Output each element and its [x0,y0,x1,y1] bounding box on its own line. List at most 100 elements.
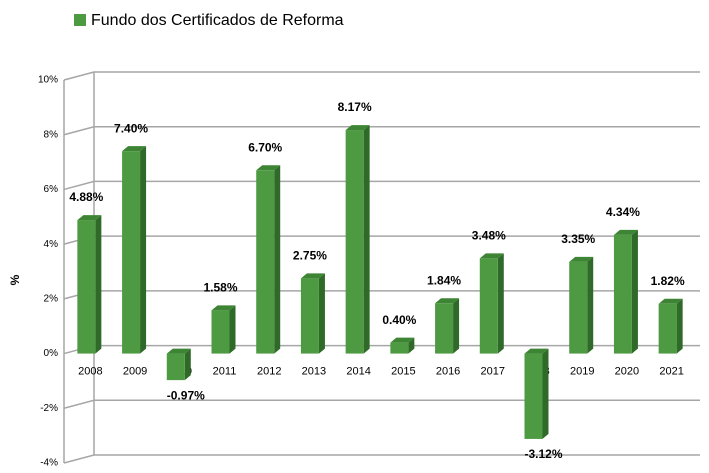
legend-label: Fundo dos Certificados de Reforma [91,12,344,29]
x-tick-label: 2011 [213,365,237,377]
value-label: 7.40% [114,121,148,135]
x-tick-label: 2020 [615,365,639,377]
bar-top [613,229,638,235]
bar [435,298,460,354]
y-tick-label: 8% [44,129,59,140]
bar [658,298,683,354]
value-label: -0.97% [167,388,205,402]
bar [122,146,147,354]
bar-side [542,348,549,439]
bar-side [631,229,638,354]
y-axis-label: % [8,274,22,285]
bar [479,253,504,354]
bar [166,348,191,381]
x-tick-label: 2015 [391,365,415,377]
value-label: -3.12% [524,447,562,461]
grid-line [63,399,700,410]
x-tick-label: 2017 [481,365,505,377]
x-tick-label: 2021 [659,365,683,377]
value-label: 6.70% [248,140,282,154]
bar [77,215,102,354]
value-label: 3.48% [472,229,506,243]
grid-line [63,344,700,355]
bar-top [524,348,549,354]
y-tick-label: 4% [44,239,59,250]
bar-top [300,273,325,279]
bar [569,256,594,354]
bar-front [569,261,588,354]
value-label: 3.35% [561,232,595,246]
bar-front [166,353,185,381]
bar-top [390,337,415,343]
bar [345,125,370,354]
grid-line [63,454,700,464]
y-tick-label: 10% [38,75,58,86]
bar [256,165,281,354]
bar [613,229,638,354]
value-label: 1.82% [651,274,685,288]
y-tick-label: 2% [44,293,59,304]
x-tick-label: 2009 [123,365,147,377]
bar-side [184,348,191,381]
value-label: 4.88% [69,190,103,204]
value-label: 0.40% [382,313,416,327]
y-tick-label: -4% [40,458,58,469]
x-tick-label: 2014 [346,365,370,377]
bar-side [587,256,594,354]
y-tick-label: 6% [44,184,59,195]
bar-front [77,220,96,354]
x-tick-label: 2008 [78,365,102,377]
grid-line [63,180,700,191]
bar-side [497,253,504,354]
bar [390,337,415,354]
x-tick-label: 2013 [302,365,326,377]
x-tick-label: 2016 [436,365,460,377]
bar-top [122,146,147,152]
bar-top [256,165,281,171]
bar-top [166,348,191,354]
bar-side [676,298,683,354]
bar-front [390,342,409,354]
x-tick-label: 2019 [570,365,594,377]
bar-side [140,146,147,354]
bar [300,273,325,354]
bar-front [300,278,319,354]
bar-front [613,234,632,354]
x-tick-label: 2012 [257,365,281,377]
bar-top [569,256,594,262]
bar-front [524,353,543,439]
bar-side [408,337,415,354]
bar-front [479,258,498,354]
bar-side [318,273,325,354]
bar-top [658,298,683,304]
bar-front [345,130,364,354]
bar-front [658,303,677,354]
value-label: 4.34% [606,205,640,219]
y-tick-label: 0% [44,348,59,359]
bar-side [274,165,281,354]
bar-top [345,125,370,131]
value-label: 2.75% [293,249,327,263]
value-label: 8.17% [338,100,372,114]
bar [524,348,549,439]
bar-top [77,215,102,221]
bar-side [453,298,460,354]
bar-front [211,310,230,354]
bar-side [363,125,370,354]
grid-line [63,71,700,81]
grid-line [63,235,700,245]
y-tick-label: -2% [40,403,58,414]
bar-front [435,303,454,354]
grid-line [63,290,700,300]
bar [211,305,236,354]
bar-top [479,253,504,259]
value-label: 1.84% [427,273,461,287]
value-label: 1.58% [203,281,237,295]
legend-swatch [74,14,86,26]
bar-side [95,215,102,354]
bar-top [435,298,460,304]
bar-top [211,305,236,311]
bar-side [229,305,236,354]
bar-front [122,151,141,354]
